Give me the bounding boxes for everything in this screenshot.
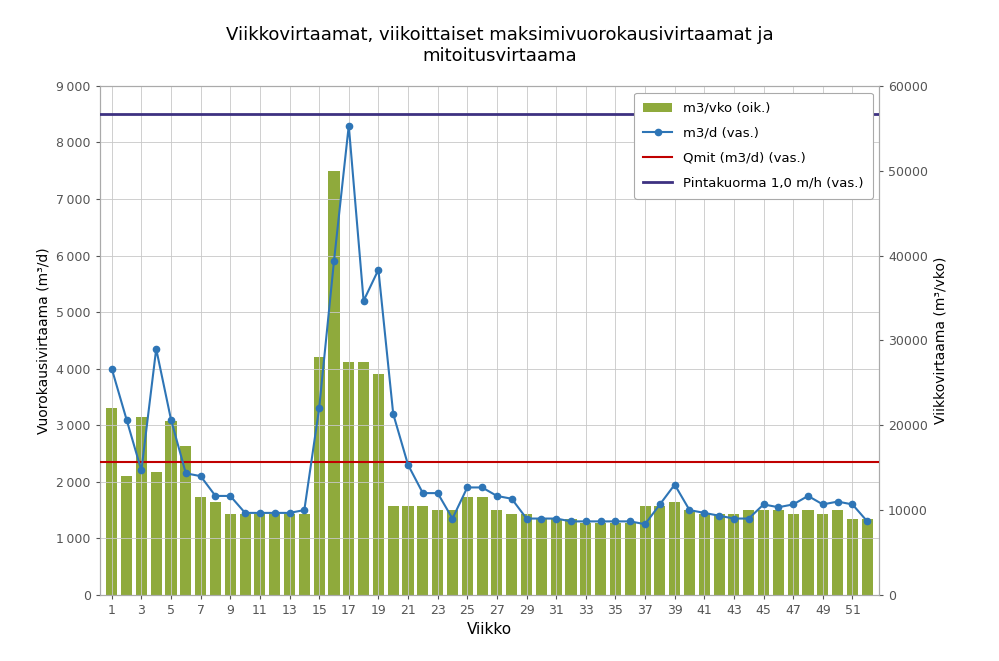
Bar [580,523,591,595]
Bar [166,421,177,595]
Bar [787,514,799,595]
Bar [447,510,458,595]
Line: m3/d (vas.): m3/d (vas.) [109,122,870,527]
m3/d (vas.) [579,518,591,525]
Legend: m3/vko (oik.), m3/d (vas.), Qmit (m3/d) (vas.), Pintakuorma 1,0 m/h (vas.): m3/vko (oik.), m3/d (vas.), Qmit (m3/d) … [634,93,872,198]
Bar [492,510,502,595]
m3/d (vas.) [639,520,651,528]
Bar [521,514,532,595]
Pintakuorma 1,0 m/h (vas.) [106,110,118,118]
Bar [862,518,873,595]
Bar [595,523,606,595]
Bar [433,510,444,595]
Bar [195,497,206,595]
Bar [344,362,355,595]
Bar [373,374,384,595]
m3/d (vas.) [165,416,177,424]
Bar [506,514,517,595]
Bar [180,446,192,595]
Bar [121,476,132,595]
Bar [684,510,695,595]
Bar [773,510,784,595]
Bar [713,514,724,595]
Bar [106,408,117,595]
Bar [151,472,162,595]
Bar [299,514,310,595]
Qmit (m3/d) (vas.) [106,458,118,466]
Bar [624,523,635,595]
m3/d (vas.) [520,514,532,522]
Bar [832,510,843,595]
Bar [698,514,710,595]
Bar [403,506,414,595]
Bar [388,506,399,595]
Bar [758,510,769,595]
Pintakuorma 1,0 m/h (vas.) [91,110,103,118]
Bar [565,518,576,595]
Bar [639,506,650,595]
m3/d (vas.) [861,518,873,525]
Bar [743,510,754,595]
Bar [669,502,680,595]
m3/d (vas.) [388,410,400,418]
Bar [240,514,251,595]
Bar [462,497,473,595]
Bar [728,514,739,595]
Bar [418,506,429,595]
Bar [269,514,281,595]
Text: Viikkovirtaamat, viikoittaiset maksimivuorokausivirtaamat ja
mitoitusvirtaama: Viikkovirtaamat, viikoittaiset maksimivu… [226,26,773,65]
X-axis label: Viikko: Viikko [467,623,512,637]
Bar [802,510,813,595]
m3/d (vas.) [343,122,355,130]
Qmit (m3/d) (vas.) [91,458,103,466]
Bar [255,514,266,595]
Bar [535,518,546,595]
m3/d (vas.) [106,365,118,373]
m3/d (vas.) [609,518,621,525]
Bar [314,358,325,595]
Bar [284,514,295,595]
Bar [136,416,147,595]
Y-axis label: Viikkovirtaama (m³/vko): Viikkovirtaama (m³/vko) [934,256,948,424]
m3/d (vas.) [477,483,489,491]
Bar [210,502,221,595]
Bar [550,518,561,595]
Bar [358,362,370,595]
Y-axis label: Vuorokausivirtaama (m³/d): Vuorokausivirtaama (m³/d) [37,247,51,434]
Bar [225,514,236,595]
Bar [654,506,665,595]
Bar [817,514,828,595]
Bar [329,171,340,595]
Bar [609,523,621,595]
Bar [477,497,488,595]
Bar [847,518,858,595]
